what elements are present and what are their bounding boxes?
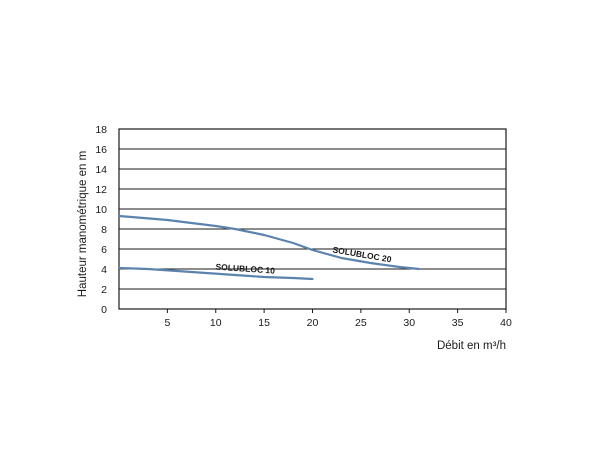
x-tick-label: 25 [355,317,367,329]
plot-frame [118,128,507,310]
y-tick-label: 18 [95,124,107,136]
x-tick-label: 15 [258,317,270,329]
y-tick-label: 2 [101,284,107,296]
series-line-solubloc-10 [117,266,314,281]
series-line-solubloc-20 [117,214,421,271]
x-tick-label: 10 [210,317,222,329]
x-tick-label: 5 [164,317,170,329]
x-axis-title: Débit en m³/h [437,340,506,352]
y-tick-label: 10 [95,204,107,216]
series-lines [117,214,421,281]
series-label-solubloc-10: SOLUBLOC 10 [215,262,275,276]
y-axis-ticks: 0 2 4 6 8 10 12 14 16 18 [95,124,107,316]
y-tick-label: 0 [101,304,107,316]
x-tick-label: 30 [403,317,415,329]
y-axis-title: Hauteur manométrique en m [77,151,89,297]
x-tick-label: 40 [500,317,512,329]
x-tick-label: 35 [452,317,464,329]
y-tick-label: 4 [101,264,107,276]
x-tick-label: 20 [307,317,319,329]
y-tick-label: 14 [95,164,107,176]
grid-lines [119,148,506,290]
y-tick-label: 8 [101,224,107,236]
x-axis-ticks: 5 10 15 20 25 30 35 40 [164,309,512,329]
y-tick-label: 6 [101,244,107,256]
y-tick-label: 16 [95,144,107,156]
y-tick-label: 12 [95,184,107,196]
